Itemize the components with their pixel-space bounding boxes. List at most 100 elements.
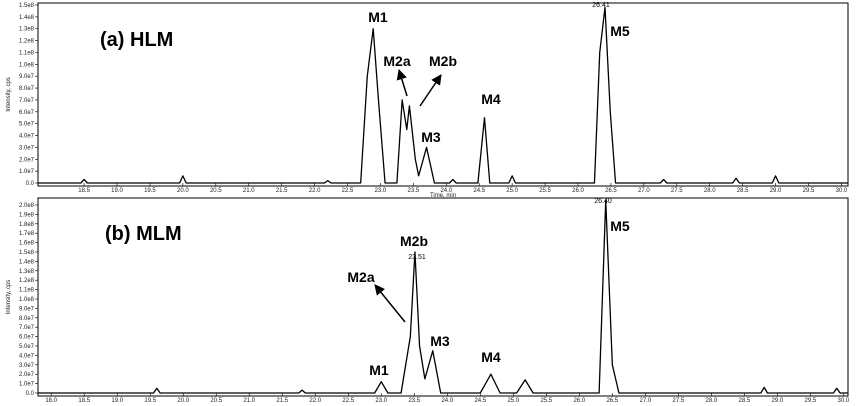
arrow	[374, 284, 406, 323]
x-tick-label: 18.5	[78, 398, 90, 404]
x-tick-label: 28.5	[739, 398, 751, 404]
y-tick-label: 8.0e7	[19, 86, 35, 92]
x-tick-label: 25.0	[507, 398, 519, 404]
y-tick-label: 1.5e8	[19, 3, 35, 9]
y-tick-label: 2.0e7	[19, 372, 35, 378]
x-tick-label: 18.0	[45, 398, 57, 404]
y-tick-label: 3.0e7	[19, 363, 35, 369]
x-tick-label: 22.5	[342, 188, 354, 194]
x-tick-label: 21.0	[243, 188, 255, 194]
arrow	[419, 74, 442, 107]
plot-frame	[37, 197, 849, 397]
annotation: 26.40	[594, 198, 612, 205]
x-tick-label: 28.0	[706, 398, 718, 404]
y-tick-label: 1.2e8	[19, 39, 35, 45]
y-tick-label: 9.0e7	[19, 306, 35, 312]
y-tick-label: 1.9e8	[19, 212, 35, 218]
x-tick-label: 26.5	[606, 398, 618, 404]
annotation: M3	[430, 333, 450, 349]
x-tick-label: 26.5	[605, 188, 617, 194]
y-tick-label: 1.8e8	[19, 222, 35, 228]
annotation: M1	[369, 362, 389, 378]
y-tick-label: 7.0e7	[19, 325, 35, 331]
annotation: M2a	[383, 53, 410, 69]
plot-frame	[37, 2, 849, 187]
y-tick-label: 1.0e7	[19, 382, 35, 388]
chromatogram-line	[38, 199, 848, 394]
x-tick-label: 23.5	[408, 398, 420, 404]
y-tick-label: 1.1e8	[19, 50, 35, 56]
x-tick-label: 25.0	[506, 188, 518, 194]
x-tick-label: 19.5	[144, 398, 156, 404]
annotation: 23.51	[408, 254, 426, 261]
x-tick-label: 28.5	[737, 188, 749, 194]
y-axis-label: Intensity, cps	[6, 77, 12, 112]
x-tick-label: 29.5	[805, 398, 817, 404]
x-tick-label: 20.5	[210, 398, 222, 404]
x-tick-label: 26.0	[572, 188, 584, 194]
x-tick-label: 24.5	[474, 398, 486, 404]
x-tick-label: 29.0	[770, 188, 782, 194]
x-tick-label: 22.0	[309, 398, 321, 404]
x-tick-label: 20.0	[177, 398, 189, 404]
x-tick-label: 24.5	[473, 188, 485, 194]
x-tick-label: 19.0	[111, 188, 123, 194]
annotation: M1	[368, 9, 388, 25]
y-tick-label: 5.0e7	[19, 344, 35, 350]
x-tick-label: 29.5	[803, 188, 815, 194]
y-tick-label: 1.4e8	[19, 259, 35, 265]
x-tick-label: 27.0	[639, 398, 651, 404]
x-tick-label: 30.0	[838, 398, 850, 404]
x-tick-label: 21.5	[276, 398, 288, 404]
y-tick-label: 8.0e7	[19, 316, 35, 322]
x-tick-label: 26.0	[573, 398, 585, 404]
x-tick-label: 21.0	[243, 398, 255, 404]
x-tick-label: 23.0	[375, 188, 387, 194]
x-tick-label: 24.0	[440, 188, 452, 194]
x-tick-label: 25.5	[539, 188, 551, 194]
annotation: 26.41	[592, 2, 610, 9]
y-tick-label: 1.6e8	[19, 241, 35, 247]
y-tick-label: 1.2e8	[19, 278, 35, 284]
x-tick-label: 20.0	[177, 188, 189, 194]
y-tick-label: 4.0e7	[19, 353, 35, 359]
annotation: (b) MLM	[105, 223, 182, 245]
x-tick-label: 22.0	[309, 188, 321, 194]
y-tick-label: 1.7e8	[19, 231, 35, 237]
x-tick-label: 27.5	[671, 188, 683, 194]
y-tick-label: 1.0e7	[19, 169, 35, 175]
x-tick-label: 24.0	[441, 398, 453, 404]
x-tick-label: 19.5	[144, 188, 156, 194]
x-tick-label: 22.5	[342, 398, 354, 404]
annotation: M2b	[429, 53, 457, 69]
y-tick-label: 6.0e7	[19, 335, 35, 341]
annotation: M4	[481, 349, 501, 365]
annotation: M2b	[400, 233, 428, 249]
x-tick-label: 29.0	[772, 398, 784, 404]
y-tick-label: 1.5e8	[19, 250, 35, 256]
y-tick-label: 0.0	[26, 181, 35, 187]
y-tick-label: 5.0e7	[19, 122, 35, 128]
x-tick-label: 27.0	[638, 188, 650, 194]
annotation: M5	[610, 23, 630, 39]
x-tick-label: 18.5	[78, 188, 90, 194]
x-tick-label: 23.0	[375, 398, 387, 404]
y-tick-label: 1.4e8	[19, 15, 35, 21]
y-tick-label: 1.3e8	[19, 269, 35, 275]
y-tick-label: 0.0	[26, 391, 35, 397]
y-tick-label: 6.0e7	[19, 110, 35, 116]
y-tick-label: 7.0e7	[19, 98, 35, 104]
x-tick-label: 25.5	[540, 398, 552, 404]
annotation: M4	[481, 91, 501, 107]
y-tick-label: 2.0e7	[19, 157, 35, 163]
y-axis-label: Intensity, cps	[6, 280, 12, 315]
x-tick-label: 28.0	[704, 188, 716, 194]
x-tick-label: 19.0	[111, 398, 123, 404]
x-tick-label: 20.5	[210, 188, 222, 194]
annotation: (a) HLM	[100, 29, 173, 51]
y-tick-label: 2.0e8	[19, 203, 35, 209]
x-tick-label: 30.0	[836, 188, 848, 194]
annotation: M2a	[347, 269, 374, 285]
